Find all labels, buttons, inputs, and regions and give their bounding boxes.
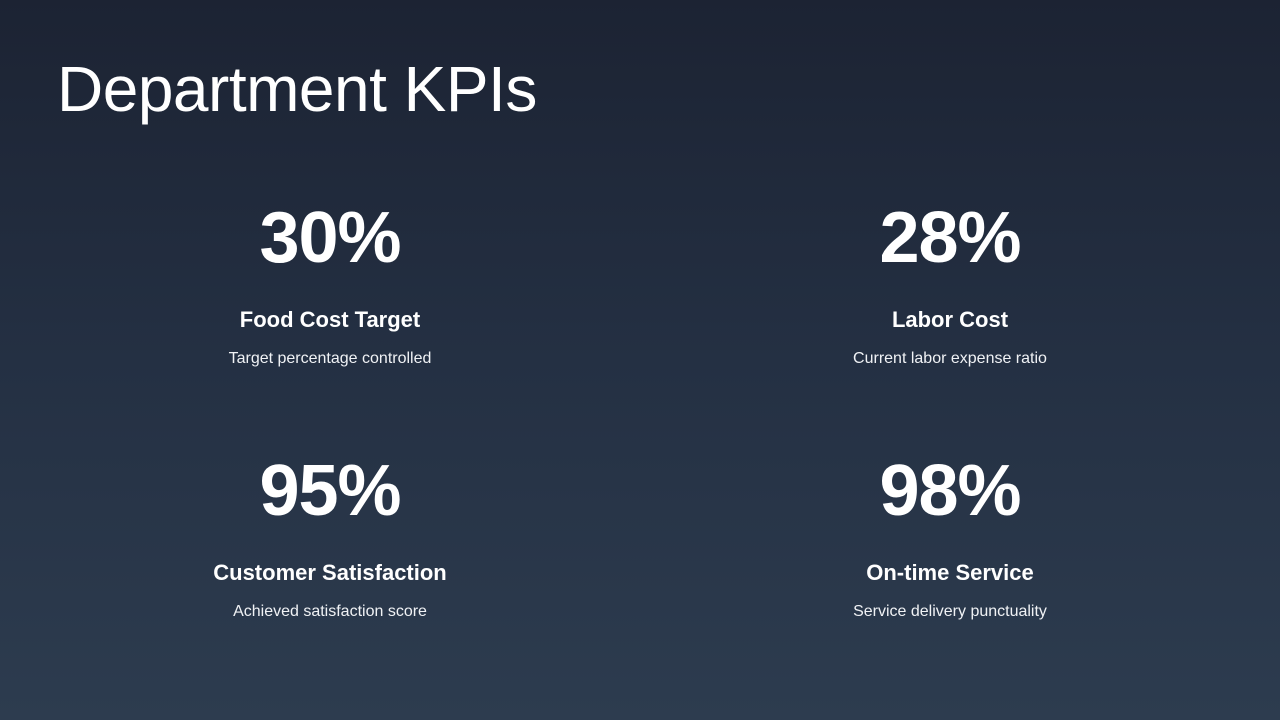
kpi-on-time-service: 98% On-time Service Service delivery pun…	[700, 451, 1200, 622]
kpi-label: Labor Cost	[891, 307, 1009, 332]
kpi-value: 95%	[259, 451, 401, 531]
kpi-value: 30%	[259, 198, 401, 278]
kpi-customer-satisfaction: 95% Customer Satisfaction Achieved satis…	[80, 451, 580, 622]
kpi-description: Service delivery punctuality	[853, 603, 1047, 620]
kpi-label: Customer Satisfaction	[213, 560, 447, 585]
kpi-description: Target percentage controlled	[228, 350, 432, 367]
kpi-label: Food Cost Target	[239, 307, 421, 332]
kpi-label: On-time Service	[866, 560, 1034, 585]
kpi-food-cost: 30% Food Cost Target Target percentage c…	[80, 198, 580, 369]
kpi-labor-cost: 28% Labor Cost Current labor expense rat…	[700, 198, 1200, 369]
page-title: Department KPIs	[57, 53, 537, 125]
kpi-value: 28%	[879, 198, 1021, 278]
kpi-description: Current labor expense ratio	[853, 350, 1047, 367]
kpi-value: 98%	[879, 451, 1021, 531]
kpi-description: Achieved satisfaction score	[233, 603, 427, 620]
